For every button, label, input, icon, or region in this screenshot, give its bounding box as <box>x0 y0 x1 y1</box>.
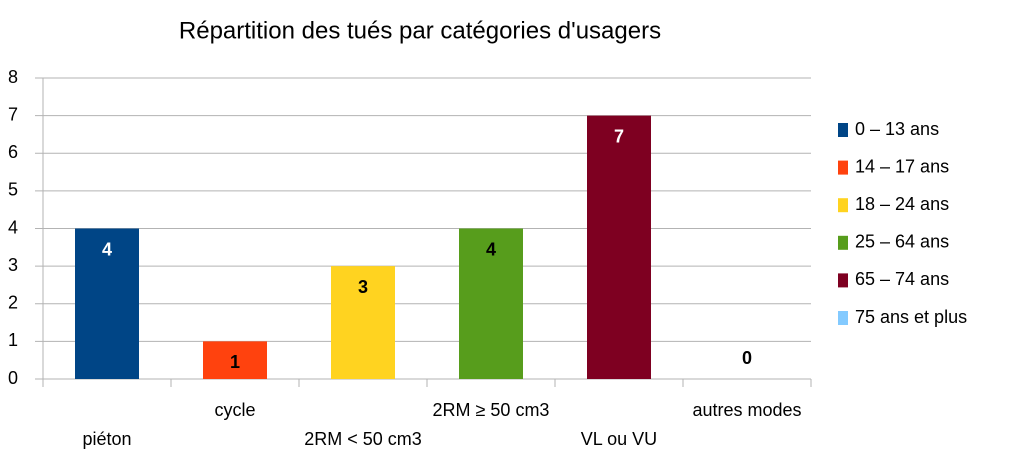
y-tick-label: 8 <box>8 67 18 87</box>
legend-swatch <box>838 160 848 175</box>
chart-title: Répartition des tués par catégories d'us… <box>179 17 661 44</box>
legend-label: 18 – 24 ans <box>855 194 949 214</box>
data-label: 3 <box>358 277 368 297</box>
x-tick-label: 2RM < 50 cm3 <box>304 429 422 449</box>
x-tick-label: cycle <box>214 400 255 420</box>
bar <box>203 341 267 379</box>
data-label: 7 <box>614 126 624 146</box>
y-tick-label: 2 <box>8 293 18 313</box>
legend-swatch <box>838 273 848 288</box>
x-tick-label: piéton <box>82 429 131 449</box>
x-tick-label: 2RM ≥ 50 cm3 <box>433 400 550 420</box>
y-tick-label: 1 <box>8 330 18 350</box>
y-tick-label: 3 <box>8 255 18 275</box>
legend-label: 25 – 64 ans <box>855 232 949 252</box>
y-tick-label: 7 <box>8 104 18 124</box>
data-label: 0 <box>742 348 752 368</box>
data-label: 4 <box>102 239 112 259</box>
bar <box>587 115 651 379</box>
bar <box>331 266 395 379</box>
data-label: 4 <box>486 239 496 259</box>
legend-label: 65 – 74 ans <box>855 269 949 289</box>
legend-label: 0 – 13 ans <box>855 119 939 139</box>
legend-swatch <box>838 311 848 325</box>
bar <box>459 228 523 379</box>
y-tick-label: 0 <box>8 368 18 388</box>
y-tick-label: 6 <box>8 142 18 162</box>
legend-label: 14 – 17 ans <box>855 156 949 176</box>
x-tick-label: VL ou VU <box>581 429 657 449</box>
legend-swatch <box>838 198 848 213</box>
y-tick-label: 5 <box>8 180 18 200</box>
legend-swatch <box>838 123 848 137</box>
x-tick-label: autres modes <box>692 400 801 420</box>
legend-label: 75 ans et plus <box>855 307 967 327</box>
y-tick-label: 4 <box>8 217 18 237</box>
data-label: 1 <box>230 352 240 372</box>
legend-swatch <box>838 235 848 250</box>
bar <box>75 228 139 379</box>
